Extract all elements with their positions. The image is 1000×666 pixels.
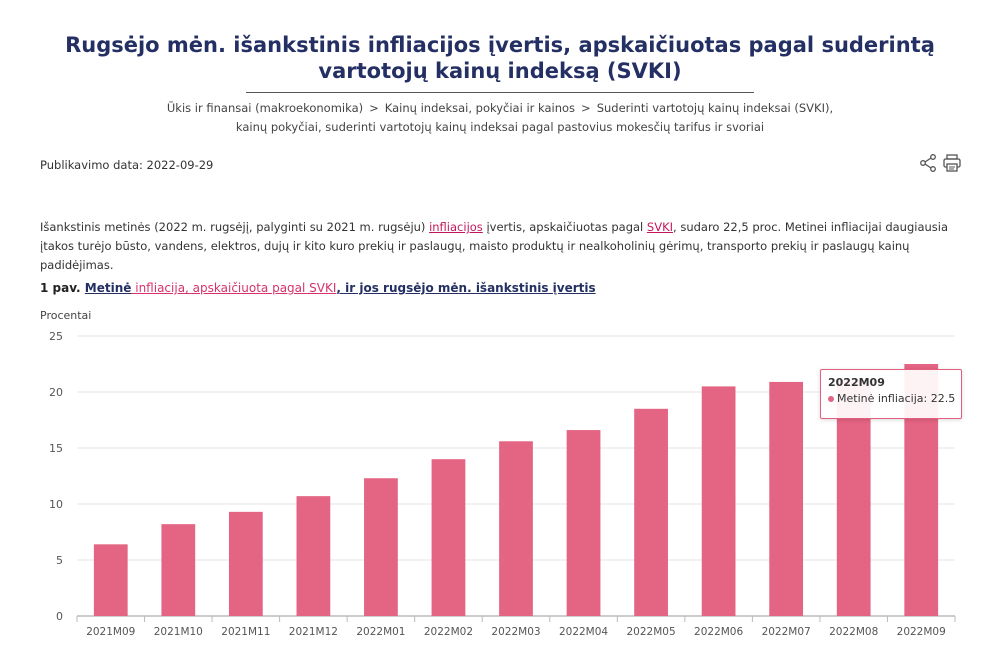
intro-paragraph: Išankstinis metinės (2022 m. rugsėjį, pa…	[40, 218, 960, 275]
figure-title-link-estimate[interactable]: , ir jos rugsėjo mėn. išankstinis įverti…	[336, 281, 596, 295]
y-tick-label: 10	[49, 498, 63, 511]
x-tick-label: 2022M02	[424, 626, 473, 638]
tooltip-category: 2022M09	[828, 376, 885, 389]
series-dot-icon	[828, 396, 834, 402]
figure-title-link-inflation[interactable]: infliacija, apskaičiuota pagal SVKI	[131, 281, 337, 295]
breadcrumb-separator: >	[581, 101, 591, 115]
bar-2021M10	[161, 524, 196, 616]
bar-2021M12	[296, 496, 331, 616]
x-tick-label: 2021M12	[289, 626, 338, 638]
x-tick-label: 2022M03	[491, 626, 540, 638]
tooltip-value: Metinė infliacija: 22.5	[837, 392, 956, 405]
x-tick-label: 2022M05	[626, 626, 675, 638]
bar-chart: 0 5 10 15 20 25 2021M09 2021M10 2021M11 2021M12 20…	[49, 330, 956, 638]
x-tick-label: 2022M06	[694, 626, 743, 638]
figure-number: 1 pav.	[40, 281, 85, 295]
figure-title-link-annual[interactable]: Metinė	[84, 281, 132, 295]
publication-date: Publikavimo data: 2022-09-29	[40, 158, 214, 172]
x-tick-label: 2022M09	[897, 626, 946, 638]
y-tick-label: 5	[56, 554, 63, 567]
x-tick-label: 2022M04	[559, 626, 608, 638]
bar-2022M06	[701, 386, 736, 616]
page-tools	[918, 153, 962, 173]
x-tick-label: 2021M11	[221, 626, 270, 638]
intro-text: , sudaro 22,5 proc. Metinei infliacijai …	[40, 220, 949, 272]
bar-2022M03	[499, 441, 533, 616]
bar-2022M08	[836, 379, 871, 616]
share-icon[interactable]	[918, 153, 938, 173]
bar-2022M01	[364, 478, 398, 616]
bar-2021M11	[228, 511, 263, 616]
breadcrumb-item-price-indices[interactable]: Kainų indeksai, pokyčiai ir kainos	[384, 101, 576, 115]
tooltip-value-row: Metinė infliacija: 22.5	[828, 392, 955, 405]
bar-2021M09	[93, 544, 128, 616]
breadcrumb-separator: >	[369, 101, 379, 115]
bar-2022M07	[769, 381, 804, 616]
bar-2022M02	[431, 459, 466, 616]
x-tick-label: 2021M09	[86, 626, 135, 638]
y-tick-label: 25	[49, 330, 63, 343]
intro-text: Išankstinis metinės (2022 m. rugsėjį, pa…	[40, 220, 430, 234]
bar-2022M04	[566, 430, 601, 616]
figure-title: 1 pav. Metinė infliacija, apskaičiuota p…	[40, 281, 596, 295]
x-tick-label: 2022M08	[829, 626, 878, 638]
chart-tooltip: 2022M09 Metinė infliacija: 22.5	[820, 369, 962, 419]
page-title: Rugsėjo mėn. išankstinis infliacijos įve…	[65, 33, 935, 83]
title-divider	[246, 92, 754, 93]
x-tick-label: 2022M01	[356, 626, 405, 638]
x-tick-label: 2021M10	[154, 626, 203, 638]
breadcrumb: Ūkis ir finansai (makroekonomika) > Kainų …	[150, 99, 850, 137]
y-tick-label: 20	[49, 386, 63, 399]
bar-2022M05	[634, 408, 668, 616]
x-tick-label: 2022M07	[762, 626, 811, 638]
intro-text: įvertis, apskaičiuotas pagal	[482, 220, 647, 234]
inflation-link[interactable]: infliacijos	[429, 220, 483, 234]
y-tick-label: 15	[49, 442, 63, 455]
breadcrumb-item-hicp[interactable]: Suderinti vartotojų kainų indeksai (SVKI…	[235, 101, 834, 134]
print-icon[interactable]	[942, 153, 962, 173]
y-tick-label: 0	[56, 610, 63, 623]
y-axis-unit-label: Procentai	[40, 309, 92, 322]
breadcrumb-item-economy[interactable]: Ūkis ir finansai (makroekonomika)	[166, 101, 364, 115]
svki-link[interactable]: SVKI	[646, 220, 674, 234]
